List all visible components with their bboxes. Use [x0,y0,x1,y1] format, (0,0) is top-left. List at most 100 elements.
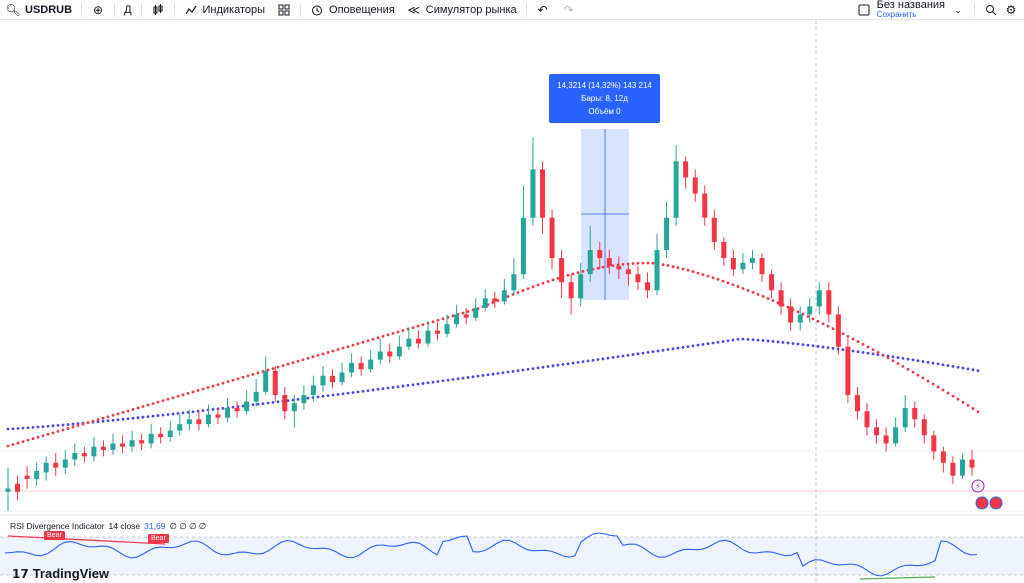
ma-dot [641,261,645,265]
candle-up [263,370,269,392]
ma-dot [491,372,495,376]
candle-down [921,419,927,436]
interval-button[interactable]: Д [118,0,137,20]
ma-dot [416,382,420,386]
candle-up [349,362,355,373]
ma-dot [6,427,10,431]
save-title-block[interactable]: Без названия Сохранить [877,0,945,20]
ma-dot [396,385,400,389]
ma-dot [471,375,475,379]
bear-badge: Bear [148,534,169,543]
ma-dot [371,388,375,392]
ma-dot [881,353,885,357]
ma-dot [166,397,170,401]
ma-dot [296,397,300,401]
candle-up [454,314,460,325]
candle-down [196,419,202,425]
ma-dot [911,370,915,374]
candle-up [396,346,402,357]
ma-dot [851,337,855,341]
ma-dot [596,266,600,270]
ma-dot [356,390,360,394]
interval-label: Д [124,3,132,16]
candle-down [158,433,164,437]
ma-dot [76,424,80,427]
ma-dot [311,355,315,359]
ma-dot [731,283,735,287]
candle-up [673,161,679,218]
candle-up [740,262,746,270]
candle-up [339,372,345,383]
undo-button[interactable]: ↶ [530,0,556,20]
ma-dot [46,424,50,428]
price-chart[interactable]: ⚡ [0,21,1024,583]
ma-dot [346,391,350,395]
us-flag-event-icon[interactable] [975,496,989,510]
ma-dot [326,351,330,354]
ma-dot [376,336,380,340]
grid-icon [277,3,291,17]
ma-dot [396,330,400,334]
ma-dot [856,350,860,354]
ma-dot [611,264,615,268]
ma-dot [691,270,695,274]
ma-dot [941,363,945,367]
ma-dot [96,418,100,422]
candle-down [120,443,126,447]
settings-icon[interactable]: ⚙ [1005,3,1017,17]
layout-square-icon[interactable] [857,3,871,17]
event-flags[interactable]: ⚡ [971,479,1003,510]
candle-down [883,435,889,444]
toolbar-divider [173,2,175,17]
candle-down [15,483,21,492]
ma-dot [436,318,440,322]
indicators-button[interactable]: Индикаторы [178,0,272,20]
alerts-button[interactable]: Оповещения [304,0,401,20]
redo-button[interactable]: ↷ [556,0,582,20]
lightning-event-icon[interactable] [971,479,985,493]
ma-dot [661,348,665,352]
ma-dot [226,380,230,384]
chevron-down-icon[interactable]: ⌄ [954,4,962,15]
candle-up [959,459,965,476]
ma-dot [126,409,130,413]
ma-dot [866,345,870,349]
ma-dot [861,342,865,346]
ma-dot [261,402,265,406]
candle-up [797,314,803,323]
tradingview-logo[interactable]: 𝟭𝟳 TradingView [12,566,109,581]
replay-button[interactable]: ≪ Симулятор рынка [401,0,523,20]
ma-dot [671,265,675,269]
chart-type-button[interactable] [145,0,171,20]
layouts-button[interactable] [271,0,297,20]
ma-dot [841,348,845,352]
candle-down [788,306,794,323]
ma-dot [146,403,150,407]
ma-dot [106,415,110,419]
ma-dot [761,295,765,298]
ma-dot [191,390,195,394]
ma-dot [231,378,235,382]
ma-dot [546,280,550,283]
rsi-legend[interactable]: RSI Divergence Indicator 14 close 31,69 … [10,521,206,532]
ma-dot [751,338,755,342]
quick-search-icon[interactable] [984,3,998,17]
ma-dot [536,283,540,287]
svg-text:⚡: ⚡ [975,482,981,491]
ma-dot [146,415,150,419]
ma-dot [601,357,605,361]
ma-dot [361,340,365,344]
candle-down [845,346,851,396]
ma-dot [961,400,965,404]
compare-button[interactable]: ⊕ [85,0,111,20]
ma-dot [306,396,310,400]
ma-dot [66,423,70,426]
ma-dot [946,391,950,395]
candle-up [129,440,135,447]
candle-down [969,459,975,468]
ma-dot [631,262,635,265]
ma-dot [391,332,395,335]
us-flag-event-icon[interactable] [989,496,1003,510]
symbol-search[interactable]: 🔍︎ USDRUB [0,0,78,20]
symbol-label: USDRUB [25,3,73,16]
